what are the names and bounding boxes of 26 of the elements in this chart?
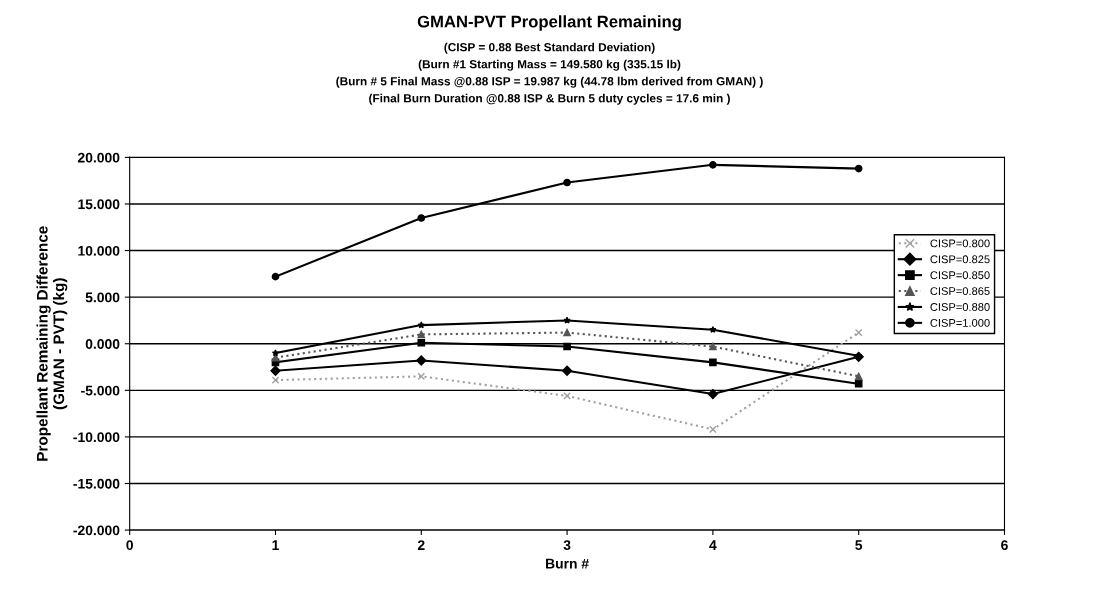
y-tick-label: -20.000	[73, 525, 120, 536]
y-tick-label: 15.000	[78, 199, 120, 210]
x-tick-label: 5	[855, 540, 863, 551]
x-axis-title: Burn #	[546, 558, 589, 569]
legend-label: CISP=0.865	[930, 287, 990, 296]
y-tick-label: 10.000	[78, 245, 120, 256]
y-tick-label: -5.000	[81, 385, 120, 396]
x-tick-label: 1	[272, 540, 279, 550]
legend-label: CISP=0.825	[930, 255, 990, 264]
y-tick-label: 5.000	[85, 292, 120, 303]
legend-label: CISP=1.000	[930, 319, 990, 327]
legend-label: CISP=0.850	[930, 271, 990, 280]
y-tick-label: -10.000	[73, 432, 120, 443]
x-tick-label: 2	[417, 540, 425, 550]
y-tick-label: 20.000	[77, 152, 120, 163]
y-tick-label: -15.000	[73, 478, 120, 489]
chart-subtitle: (CISP = 0.88 Best Standard Deviation) (Burn #1 Starting Mass = 149.580 kg (335.15 lb) (Burn # 5 Final Mass @0.88 ISP = 19.987 kg (44.78 lbm derived from GMAN) ) (Final Burn Duration @0.88 ISP & Burn 5 duty cycles = 17.6 min )	[336, 42, 763, 105]
chart-title: GMAN-PVT Propellant Remaining	[417, 15, 681, 31]
legend-label: CISP=0.800	[930, 239, 990, 248]
y-axis-title: Propellant Remaining Difference (GMAN - PVT) (kg)	[36, 226, 68, 461]
x-tick-label: 6	[1001, 540, 1008, 551]
x-tick-label: 0	[126, 540, 133, 551]
x-tick-label: 3	[563, 540, 571, 551]
x-tick-label: 4	[709, 540, 717, 550]
y-tick-label: 0.000	[85, 339, 120, 349]
legend-label: CISP=0.880	[930, 303, 990, 311]
